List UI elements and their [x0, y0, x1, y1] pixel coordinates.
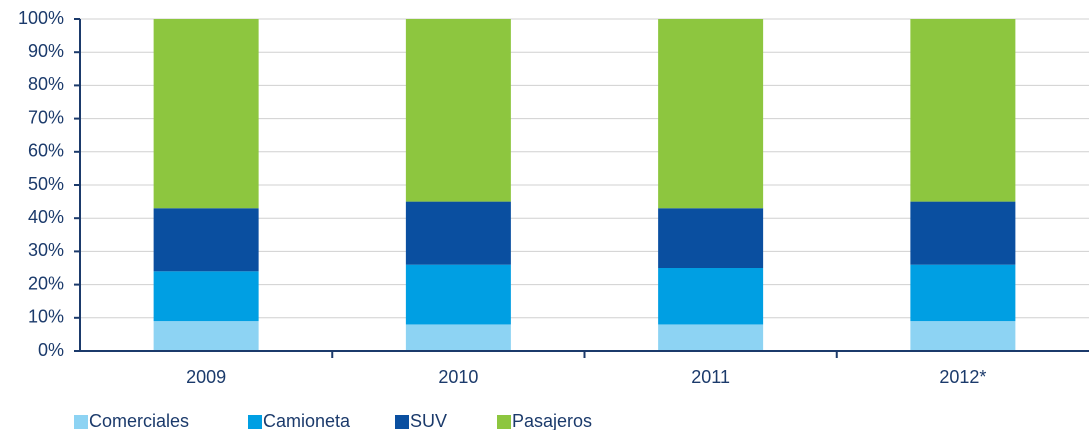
bar-segment — [910, 19, 1016, 202]
bar-segment — [658, 208, 764, 268]
bar-segment — [153, 321, 259, 351]
y-tick-label: 0% — [38, 340, 64, 360]
y-tick-label: 20% — [28, 273, 64, 293]
legend-label: Camioneta — [263, 411, 351, 430]
y-tick-label: 30% — [28, 240, 64, 260]
bar-segment — [153, 208, 259, 272]
legend-label: Pasajeros — [512, 411, 592, 430]
y-tick-label: 100% — [18, 8, 64, 28]
legend-swatch — [74, 415, 88, 429]
bar-segment — [153, 271, 259, 322]
legend-swatch — [248, 415, 262, 429]
y-tick-label: 60% — [28, 141, 64, 161]
bar-segment — [405, 264, 511, 325]
bar-segment — [405, 19, 511, 202]
y-tick-label: 40% — [28, 207, 64, 227]
bar-segment — [658, 19, 764, 209]
y-tick-label: 80% — [28, 74, 64, 94]
bar-segment — [910, 321, 1016, 351]
y-tick-label: 10% — [28, 307, 64, 327]
legend-label: Comerciales — [89, 411, 189, 430]
x-tick-label: 2011 — [691, 367, 730, 387]
y-tick-label: 70% — [28, 107, 64, 127]
bar-segment — [405, 324, 511, 351]
bar-segment — [910, 201, 1016, 265]
bar-segment — [658, 324, 764, 351]
y-tick-label: 50% — [28, 174, 64, 194]
bar-segment — [153, 19, 259, 209]
legend-swatch — [395, 415, 409, 429]
legend-label: SUV — [410, 411, 447, 430]
bar-segment — [910, 264, 1016, 322]
legend-swatch — [497, 415, 511, 429]
x-tick-label: 2010 — [438, 367, 478, 387]
bar-segment — [405, 201, 511, 265]
x-tick-label: 2012* — [939, 367, 986, 387]
x-tick-label: 2009 — [186, 367, 226, 387]
bar-segment — [658, 268, 764, 325]
y-tick-label: 90% — [28, 41, 64, 61]
